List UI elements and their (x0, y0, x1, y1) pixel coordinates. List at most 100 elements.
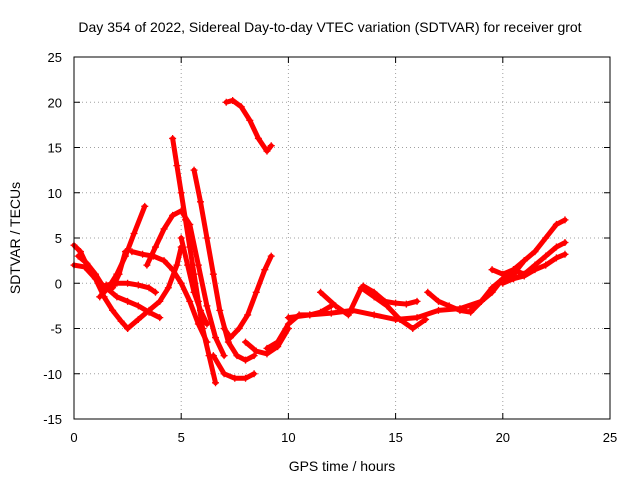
data-point (196, 306, 204, 314)
series-track-13 (220, 252, 275, 342)
y-tick-label: -5 (50, 322, 62, 337)
data-point (235, 325, 243, 332)
data-point (224, 338, 232, 346)
data-point (203, 302, 211, 310)
series-track-16 (263, 302, 335, 352)
data-point (531, 266, 539, 274)
series-track-10 (177, 234, 211, 328)
series-band (489, 217, 568, 277)
data-point (409, 325, 417, 332)
data-point (194, 261, 202, 269)
data-point (186, 243, 194, 251)
data-point (177, 189, 185, 197)
data-point (229, 96, 237, 104)
data-point (181, 216, 189, 224)
data-point (76, 248, 84, 256)
data-point (220, 325, 228, 332)
data-point (510, 266, 518, 274)
series-track-12 (209, 352, 258, 382)
data-point (263, 147, 271, 155)
data-point (284, 314, 292, 322)
data-point (121, 252, 129, 260)
data-point (91, 270, 99, 278)
data-point (284, 320, 292, 328)
data-point (109, 306, 117, 314)
data-point (220, 370, 228, 378)
data-point (139, 250, 147, 258)
x-tick-label: 20 (496, 430, 510, 445)
data-point (332, 302, 340, 310)
data-point (173, 162, 181, 170)
data-point (424, 288, 432, 296)
data-point (242, 374, 250, 382)
data-point (317, 288, 325, 296)
data-point (561, 216, 569, 224)
data-point (184, 261, 192, 269)
data-point (117, 317, 125, 325)
series-track-19 (359, 282, 421, 308)
data-point (227, 334, 235, 342)
series-layer (70, 96, 569, 387)
data-point (173, 261, 181, 269)
data-point (531, 248, 539, 256)
data-point (244, 311, 252, 319)
data-point (169, 211, 177, 219)
series-band (285, 298, 484, 322)
data-point (542, 261, 550, 269)
data-point (151, 288, 159, 296)
data-point (169, 134, 177, 142)
data-point (209, 270, 217, 278)
data-point (124, 279, 132, 287)
data-point (422, 315, 430, 323)
data-point (209, 352, 217, 360)
data-point (263, 344, 271, 352)
data-point (250, 352, 258, 360)
data-point (267, 252, 275, 260)
ticks: 0 5 10 15 20 25 -15 -10 -5 0 5 10 15 20 25 (43, 50, 617, 445)
series-track-14 (222, 96, 275, 155)
data-point (151, 243, 159, 251)
data-point (130, 229, 138, 237)
data-point (413, 314, 421, 322)
data-point (216, 306, 224, 314)
data-point (237, 103, 245, 111)
series-track-9 (169, 134, 220, 387)
series-track-6 (124, 243, 185, 332)
data-point (381, 297, 389, 305)
grid (74, 57, 610, 419)
data-point (254, 134, 262, 142)
x-tick-label: 25 (603, 430, 617, 445)
data-point (190, 288, 198, 296)
y-tick-label: 10 (48, 186, 62, 201)
data-point (250, 370, 258, 378)
data-point (145, 306, 153, 314)
series-track-11 (190, 166, 258, 364)
data-point (477, 297, 485, 305)
series-band (468, 258, 527, 313)
data-point (196, 198, 204, 206)
data-point (169, 266, 177, 274)
y-tick-label: 25 (48, 50, 62, 65)
series-band (71, 242, 131, 331)
data-point (402, 300, 410, 308)
data-point (499, 279, 507, 287)
data-point (499, 270, 507, 278)
data-point (520, 257, 528, 265)
data-point (113, 293, 121, 301)
x-tick-label: 0 (70, 430, 77, 445)
series-track-24 (510, 250, 569, 283)
data-point (561, 239, 569, 247)
series-track-23 (499, 239, 569, 287)
data-point (145, 284, 153, 292)
y-tick-label: 20 (48, 95, 62, 110)
data-point (467, 306, 475, 314)
data-point (203, 234, 211, 242)
data-point (242, 338, 250, 346)
data-point (552, 243, 560, 251)
data-point (124, 297, 132, 305)
data-point (113, 279, 121, 287)
y-axis-label: SDTVAR / TECUs (7, 182, 23, 294)
data-point (445, 302, 453, 310)
data-point (520, 272, 528, 280)
y-tick-label: -10 (43, 367, 62, 382)
